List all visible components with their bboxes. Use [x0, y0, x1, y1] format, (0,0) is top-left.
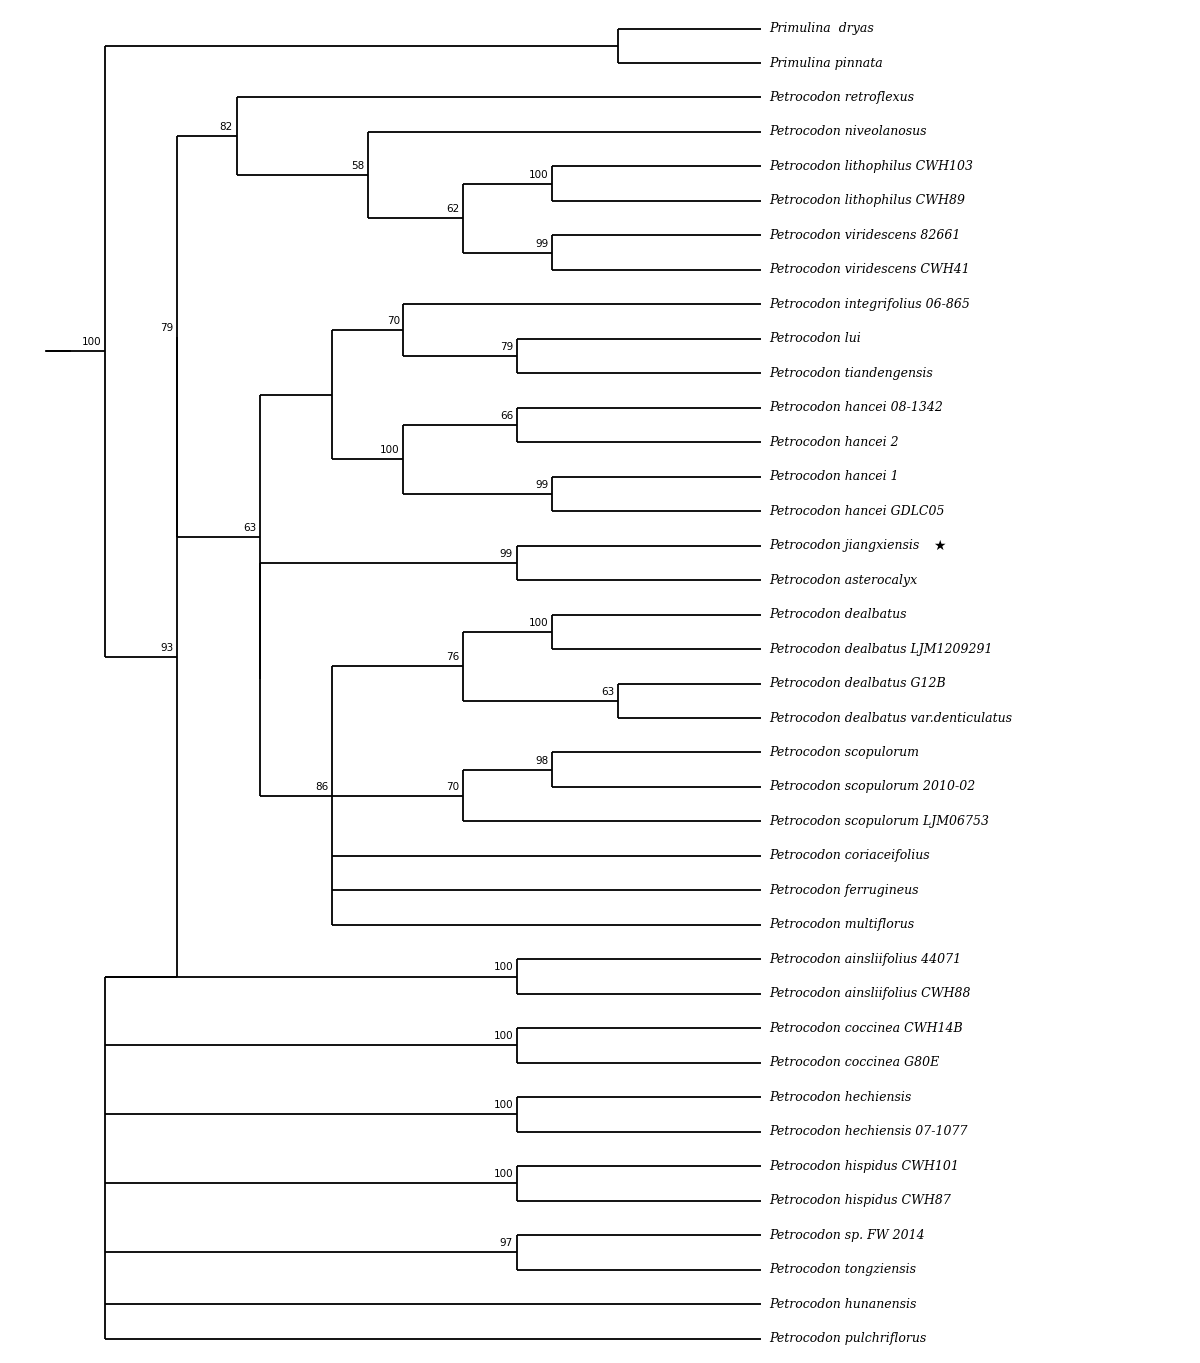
- Text: Petrocodon hancei GDLC05: Petrocodon hancei GDLC05: [769, 504, 944, 518]
- Text: 100: 100: [380, 446, 400, 455]
- Text: 86: 86: [316, 781, 329, 792]
- Text: Petrocodon retroflexus: Petrocodon retroflexus: [769, 91, 914, 104]
- Text: 98: 98: [535, 755, 548, 766]
- Text: Petrocodon pulchriflorus: Petrocodon pulchriflorus: [769, 1332, 926, 1345]
- Text: 97: 97: [499, 1238, 514, 1249]
- Text: 70: 70: [386, 316, 400, 326]
- Text: 66: 66: [499, 410, 514, 421]
- Text: 63: 63: [601, 687, 614, 696]
- Text: Petrocodon scopulorum LJM06753: Petrocodon scopulorum LJM06753: [769, 815, 989, 827]
- Text: 82: 82: [220, 123, 233, 132]
- Text: 76: 76: [446, 653, 460, 662]
- Text: Petrocodon dealbatus G12B: Petrocodon dealbatus G12B: [769, 677, 946, 690]
- Text: 63: 63: [244, 523, 257, 533]
- Text: Petrocodon viridescens 82661: Petrocodon viridescens 82661: [769, 229, 960, 241]
- Text: Petrocodon asterocalyx: Petrocodon asterocalyx: [769, 574, 917, 586]
- Text: 62: 62: [446, 204, 460, 214]
- Text: Primulina pinnata: Primulina pinnata: [769, 56, 883, 70]
- Text: Petrocodon hancei 2: Petrocodon hancei 2: [769, 436, 899, 448]
- Text: Petrocodon lithophilus CWH103: Petrocodon lithophilus CWH103: [769, 159, 973, 173]
- Text: 70: 70: [446, 781, 460, 792]
- Text: Petrocodon viridescens CWH41: Petrocodon viridescens CWH41: [769, 263, 970, 277]
- Text: Petrocodon hunanensis: Petrocodon hunanensis: [769, 1298, 917, 1311]
- Text: 100: 100: [493, 1100, 514, 1111]
- Text: Petrocodon hispidus CWH101: Petrocodon hispidus CWH101: [769, 1160, 959, 1172]
- Text: Petrocodon lui: Petrocodon lui: [769, 333, 860, 345]
- Text: 100: 100: [83, 337, 102, 348]
- Text: 99: 99: [535, 480, 548, 489]
- Text: Petrocodon dealbatus var.denticulatus: Petrocodon dealbatus var.denticulatus: [769, 711, 1013, 725]
- Text: 79: 79: [499, 342, 514, 352]
- Text: Petrocodon ainsliifolius 44071: Petrocodon ainsliifolius 44071: [769, 953, 961, 966]
- Text: Petrocodon hancei 1: Petrocodon hancei 1: [769, 470, 899, 484]
- Text: Petrocodon tongziensis: Petrocodon tongziensis: [769, 1264, 917, 1276]
- Text: Petrocodon coccinea G80E: Petrocodon coccinea G80E: [769, 1056, 940, 1069]
- Text: Petrocodon jiangxiensis: Petrocodon jiangxiensis: [769, 540, 919, 552]
- Text: Petrocodon hancei 08-1342: Petrocodon hancei 08-1342: [769, 401, 943, 414]
- Text: Petrocodon scopulorum: Petrocodon scopulorum: [769, 746, 919, 759]
- Text: 100: 100: [529, 169, 548, 180]
- Text: 99: 99: [499, 549, 514, 559]
- Text: 93: 93: [160, 642, 173, 653]
- Text: Petrocodon multiflorus: Petrocodon multiflorus: [769, 919, 914, 931]
- Text: Petrocodon niveolanosus: Petrocodon niveolanosus: [769, 125, 926, 139]
- Text: Petrocodon hispidus CWH87: Petrocodon hispidus CWH87: [769, 1194, 952, 1208]
- Text: Petrocodon hechiensis: Petrocodon hechiensis: [769, 1090, 912, 1104]
- Text: Petrocodon lithophilus CWH89: Petrocodon lithophilus CWH89: [769, 195, 965, 207]
- Text: 100: 100: [493, 1032, 514, 1041]
- Text: 100: 100: [493, 1169, 514, 1179]
- Text: Primulina  dryas: Primulina dryas: [769, 22, 874, 35]
- Text: Petrocodon hechiensis 07-1077: Petrocodon hechiensis 07-1077: [769, 1126, 967, 1138]
- Text: Petrocodon ferrugineus: Petrocodon ferrugineus: [769, 883, 919, 897]
- Text: 100: 100: [529, 617, 548, 628]
- Text: Petrocodon sp. FW 2014: Petrocodon sp. FW 2014: [769, 1228, 925, 1242]
- Text: Petrocodon ainsliifolius CWH88: Petrocodon ainsliifolius CWH88: [769, 987, 971, 1000]
- Text: 99: 99: [535, 239, 548, 248]
- Text: Petrocodon scopulorum 2010-02: Petrocodon scopulorum 2010-02: [769, 781, 976, 793]
- Text: Petrocodon integrifolius 06-865: Petrocodon integrifolius 06-865: [769, 298, 970, 311]
- Text: 100: 100: [493, 962, 514, 972]
- Text: 79: 79: [160, 323, 173, 333]
- Text: Petrocodon tiandengensis: Petrocodon tiandengensis: [769, 367, 932, 380]
- Text: Petrocodon coriaceifolius: Petrocodon coriaceifolius: [769, 849, 930, 863]
- Text: ★: ★: [932, 538, 946, 552]
- Text: 58: 58: [350, 161, 364, 170]
- Text: Petrocodon coccinea CWH14B: Petrocodon coccinea CWH14B: [769, 1022, 962, 1035]
- Text: Petrocodon dealbatus LJM1209291: Petrocodon dealbatus LJM1209291: [769, 642, 992, 656]
- Text: Petrocodon dealbatus: Petrocodon dealbatus: [769, 608, 907, 622]
